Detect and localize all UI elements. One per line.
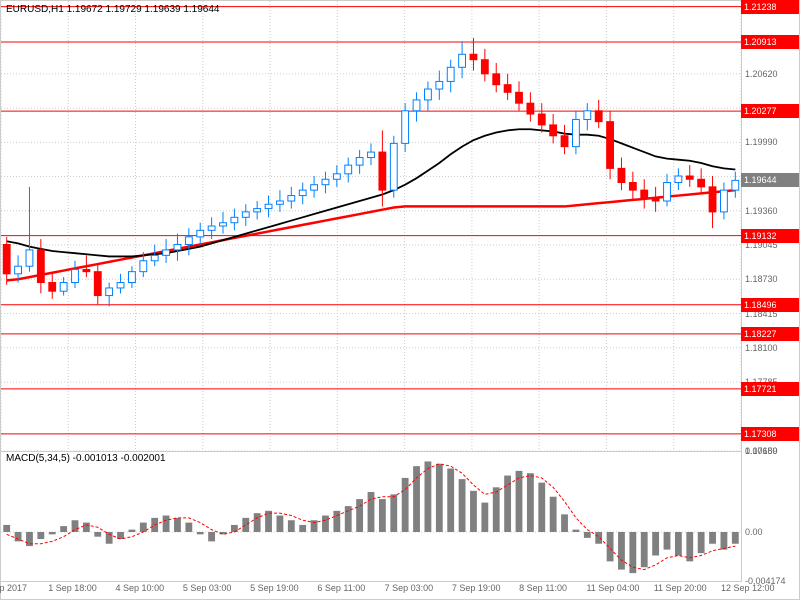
macd-svg — [1, 451, 741, 581]
price-chart[interactable]: EURUSD,H1 1.19672 1.19729 1.19639 1.1964… — [1, 1, 742, 452]
price-svg — [1, 1, 741, 451]
macd-chart[interactable]: MACD(5,34,5) -0.001013 -0.002001 — [1, 451, 742, 582]
chart-container: EURUSD,H1 1.19672 1.19729 1.19639 1.1964… — [0, 0, 800, 600]
price-y-axis: 1.171501.177851.181001.184151.187301.190… — [741, 1, 799, 451]
time-x-axis: 1 Sep 20171 Sep 18:004 Sep 10:005 Sep 03… — [1, 581, 741, 599]
macd-y-axis: 0.006890.00-0.004174 — [741, 451, 799, 581]
macd-title: MACD(5,34,5) -0.001013 -0.002001 — [6, 453, 166, 464]
chart-title: EURUSD,H1 1.19672 1.19729 1.19639 1.1964… — [6, 4, 220, 15]
